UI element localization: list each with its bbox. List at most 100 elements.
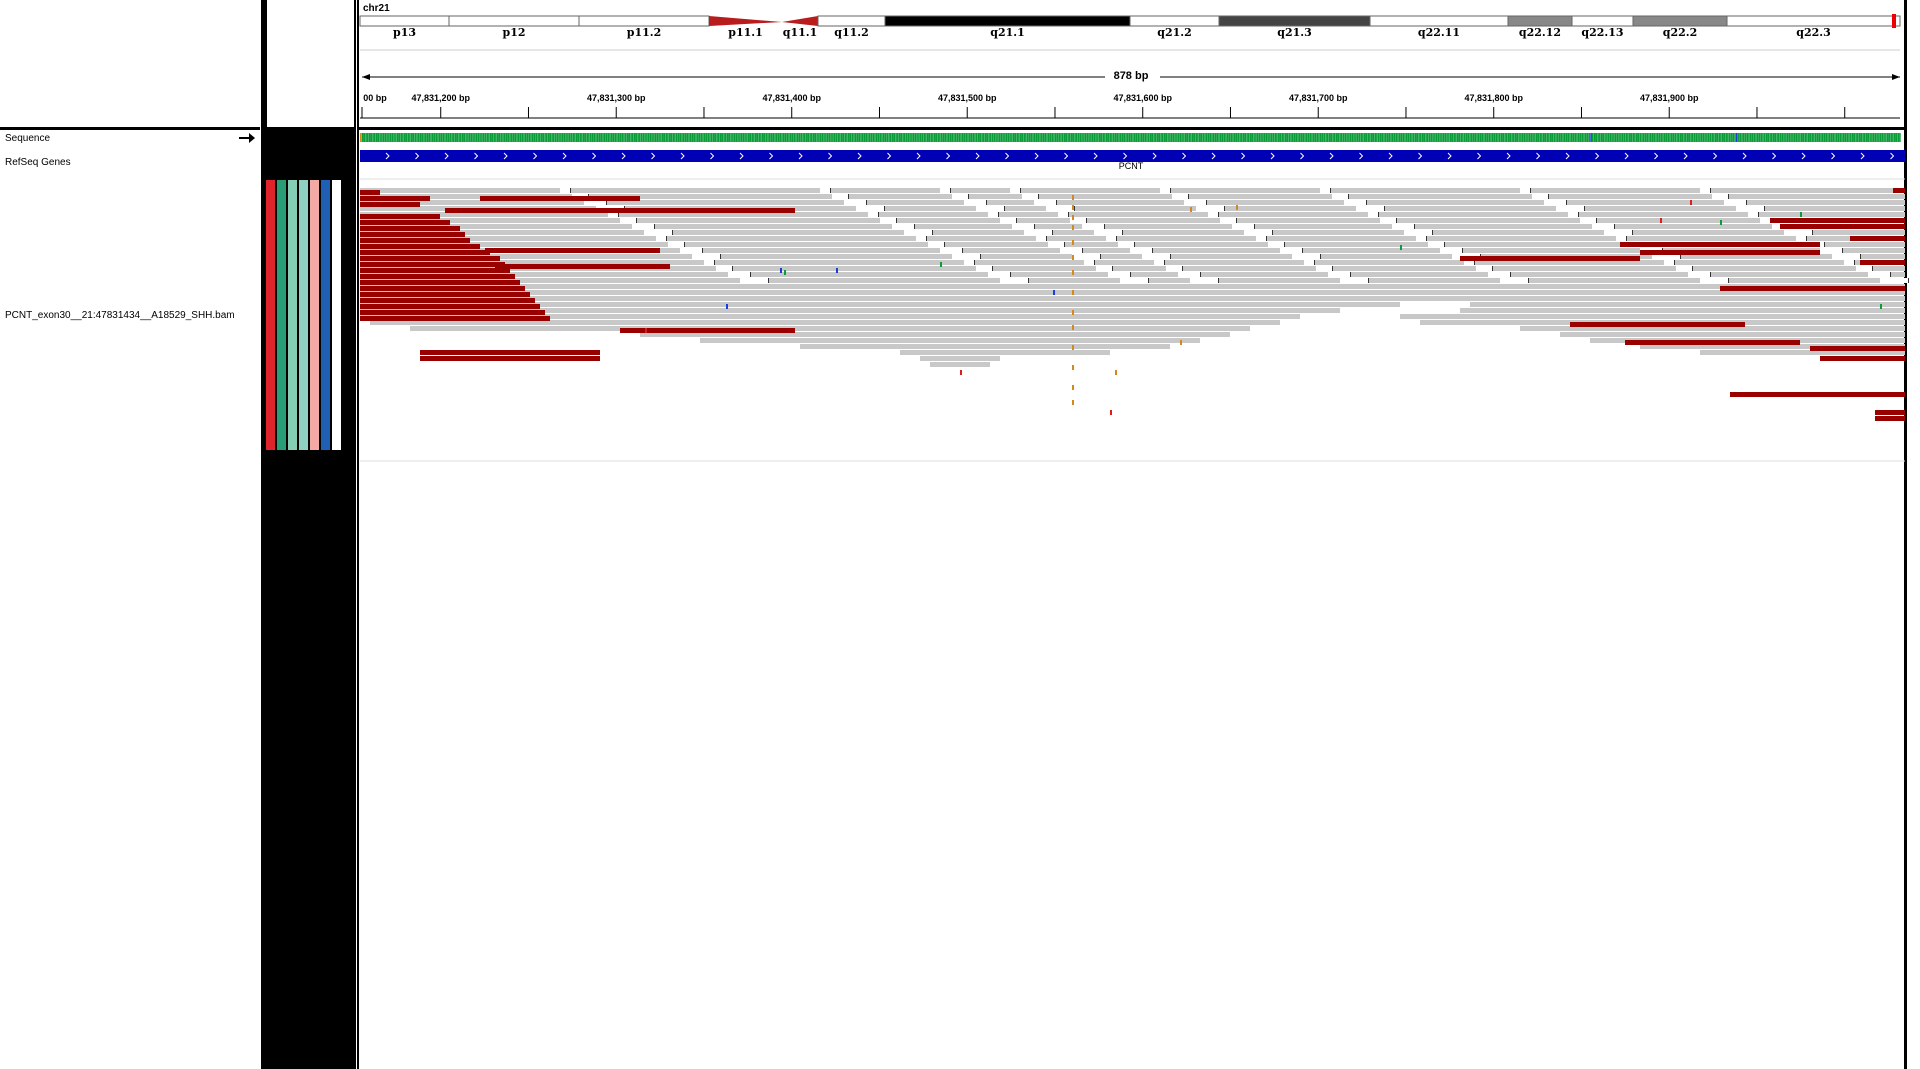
mismatch-11 <box>1072 365 1074 370</box>
mismatch-31 <box>1690 200 1692 205</box>
alignment-track <box>360 188 1909 421</box>
read-edge <box>1426 236 1427 241</box>
read-gap <box>656 236 666 241</box>
mismatch-18 <box>940 262 942 267</box>
mismatch-28 <box>1110 410 1112 415</box>
cytoband-label-3: p11.1 <box>728 26 763 39</box>
read-edge <box>654 224 655 229</box>
read-gap <box>1416 236 1426 241</box>
read-edge <box>1746 200 1747 205</box>
soft-clip-16 <box>360 286 525 291</box>
soft-clip-2 <box>360 202 420 207</box>
strand-chevron <box>1241 152 1246 160</box>
cytoband-7 <box>1129 15 1220 27</box>
read-edge <box>684 242 685 247</box>
read-edge <box>1068 212 1069 217</box>
read-edge <box>1710 272 1711 277</box>
cytoband-9 <box>1369 15 1509 27</box>
read-12-0 <box>360 260 1905 265</box>
read-27-0 <box>900 350 1110 355</box>
track-name-panel <box>0 0 260 1069</box>
read-gap <box>940 188 950 193</box>
read-gap <box>1748 212 1758 217</box>
soft-clip-9 <box>360 244 480 249</box>
read-8-0 <box>360 236 1905 241</box>
strand-chevron <box>680 152 685 160</box>
read-edge <box>884 206 885 211</box>
centromere-3 <box>709 16 782 26</box>
read-gap <box>952 254 980 259</box>
strand-chevron <box>1300 152 1305 160</box>
read-edge <box>980 254 981 259</box>
read-gap <box>1428 242 1444 247</box>
mismatch-12 <box>1072 385 1074 390</box>
read-23-1 <box>1520 326 1905 331</box>
soft-clip-4 <box>360 214 440 219</box>
strand-chevron <box>1595 152 1600 160</box>
read-edge <box>1182 266 1183 271</box>
track-name-bam[interactable]: PCNT_exon30__21:47831434__A18529_SHH.bam <box>5 310 235 321</box>
read-gap <box>1118 242 1134 247</box>
read-gap <box>1208 212 1218 217</box>
strand-chevron <box>769 152 774 160</box>
read-edge <box>1218 212 1219 217</box>
attribute-header <box>267 0 354 127</box>
ideogram-current-position <box>1892 14 1896 28</box>
read-gap <box>1130 248 1152 253</box>
read-edge <box>1854 260 1855 265</box>
read-gap <box>856 206 884 211</box>
track-name-sequence[interactable]: Sequence <box>5 133 51 144</box>
read-gap <box>1796 236 1806 241</box>
arrow-right-icon[interactable] <box>238 131 256 143</box>
read-gap <box>1096 266 1112 271</box>
read-edge <box>1052 230 1053 235</box>
strand-chevron <box>1506 152 1511 160</box>
read-edge <box>714 260 715 265</box>
read-edge <box>1396 218 1397 223</box>
read-edge <box>1094 260 1095 265</box>
read-edge <box>1614 224 1615 229</box>
read-edge <box>974 260 975 265</box>
data-panel[interactable] <box>357 0 1907 1069</box>
strand-chevron <box>1772 152 1777 160</box>
mismatch-5 <box>1072 255 1074 260</box>
strand-chevron <box>1447 152 1452 160</box>
read-edge <box>1692 266 1693 271</box>
read-edge <box>1584 206 1585 211</box>
soft-clip-22 <box>420 350 600 355</box>
read-gap <box>1172 194 1188 199</box>
read-gap <box>1034 200 1056 205</box>
strand-chevron <box>1536 152 1541 160</box>
read-edge <box>1224 206 1225 211</box>
cytoband-0 <box>359 15 450 27</box>
read-gap <box>1344 200 1366 205</box>
read-edge <box>672 230 673 235</box>
read-edge <box>1462 248 1463 253</box>
read-gap <box>1000 278 1028 283</box>
read-edge <box>1674 260 1675 265</box>
read-gap <box>740 278 768 283</box>
read-gap <box>1060 248 1082 253</box>
track-name-refseq[interactable]: RefSeq Genes <box>5 157 71 168</box>
strand-chevron <box>1624 152 1629 160</box>
read-gap <box>1048 242 1064 247</box>
mismatch-13 <box>1072 400 1074 405</box>
read-edge <box>1218 278 1219 283</box>
read-edge <box>750 272 751 277</box>
read-edge <box>962 248 963 253</box>
strand-chevron <box>946 152 951 160</box>
strand-chevron <box>1683 152 1688 160</box>
soft-clip-15 <box>360 280 520 285</box>
read-1-0 <box>360 194 1905 199</box>
soft-clip-18 <box>360 298 535 303</box>
read-29-0 <box>930 362 990 367</box>
read-edge <box>830 188 831 193</box>
read-gap <box>1106 236 1116 241</box>
read-edge <box>896 218 897 223</box>
read-gap <box>916 236 926 241</box>
read-edge <box>1872 266 1873 271</box>
read-edge <box>878 212 879 217</box>
cytoband-13 <box>1726 15 1901 27</box>
genome-view[interactable] <box>0 0 1920 470</box>
cytoband-label-4: q11.1 <box>782 26 818 39</box>
